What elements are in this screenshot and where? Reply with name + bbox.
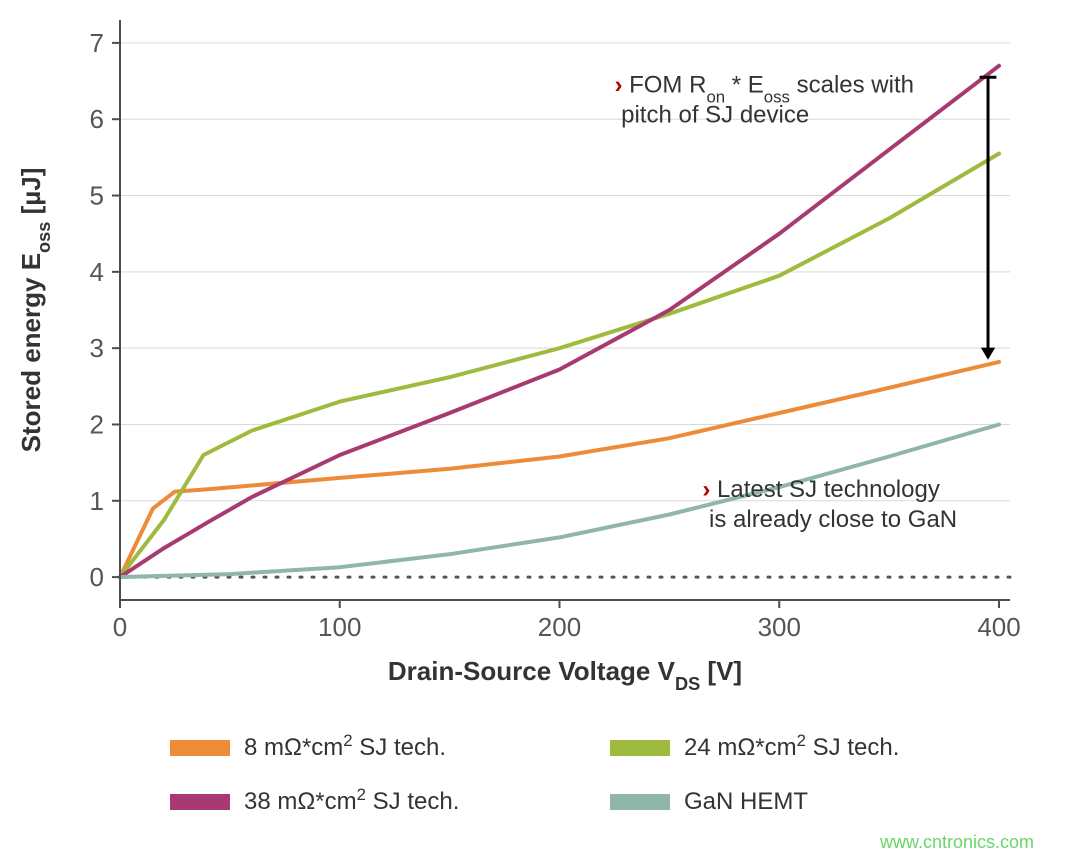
legend-swatch-sj8 bbox=[170, 740, 230, 756]
y-tick-label: 7 bbox=[90, 28, 104, 58]
legend-label-gan: GaN HEMT bbox=[684, 788, 808, 815]
x-tick-label: 0 bbox=[113, 612, 127, 642]
y-tick-label: 4 bbox=[90, 257, 104, 287]
legend-label-sj38: 38 mΩ*cm2 SJ tech. bbox=[244, 785, 459, 816]
legend-swatch-sj24 bbox=[610, 740, 670, 756]
legend-swatch-gan bbox=[610, 794, 670, 810]
x-tick-label: 100 bbox=[318, 612, 361, 642]
watermark: www.cntronics.com bbox=[879, 832, 1034, 852]
x-tick-label: 400 bbox=[977, 612, 1020, 642]
y-tick-label: 1 bbox=[90, 486, 104, 516]
legend-swatch-sj38 bbox=[170, 794, 230, 810]
chart-svg: 010020030040001234567Drain-Source Voltag… bbox=[0, 0, 1080, 860]
y-tick-label: 0 bbox=[90, 562, 104, 592]
chart-container: { "chart": { "type": "line", "width": 10… bbox=[0, 0, 1080, 860]
y-tick-label: 2 bbox=[90, 409, 104, 439]
y-tick-label: 5 bbox=[90, 181, 104, 211]
y-tick-label: 3 bbox=[90, 333, 104, 363]
legend-label-sj24: 24 mΩ*cm2 SJ tech. bbox=[684, 731, 899, 762]
x-tick-label: 300 bbox=[758, 612, 801, 642]
y-tick-label: 6 bbox=[90, 104, 104, 134]
x-tick-label: 200 bbox=[538, 612, 581, 642]
